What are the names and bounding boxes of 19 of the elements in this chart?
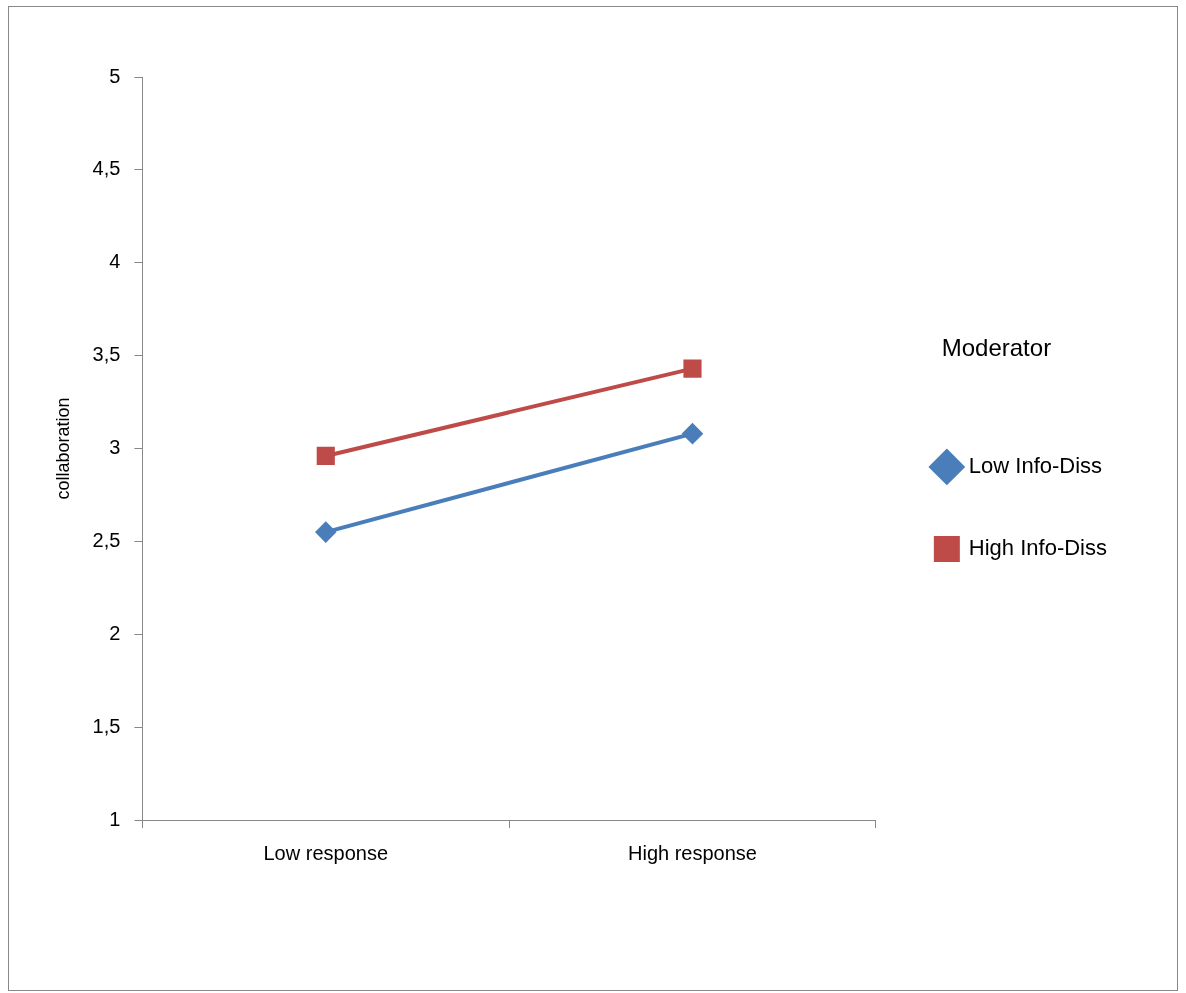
y-tick-label: 3 [109,436,121,459]
y-tick-label: 1,5 [92,714,121,737]
legend-title: Moderator [941,333,1052,361]
y-tick-label: 4 [109,250,121,273]
y-tick-label: 3,5 [92,343,121,366]
y-tick-label: 4,5 [92,157,121,180]
legend-label: High Info-Diss [968,534,1107,560]
x-tick-label: Low response [263,841,389,864]
y-tick-label: 2,5 [92,528,121,551]
point [683,359,702,378]
point [682,423,703,444]
y-tick-label: 1 [109,807,121,830]
point [316,446,335,465]
y-tick-label: 5 [109,64,121,87]
legend-label: Low Info-Diss [968,452,1103,478]
point [315,522,336,543]
y-tick-label: 2 [109,621,121,644]
x-tick-label: High response [628,841,757,864]
y-axis-title: collaboration [52,397,73,500]
